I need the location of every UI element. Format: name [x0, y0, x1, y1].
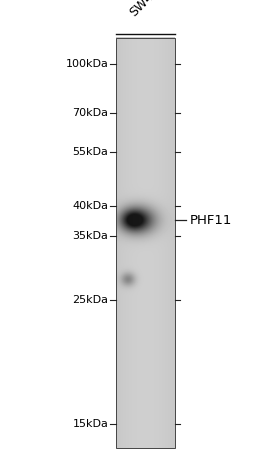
Text: PHF11: PHF11	[189, 214, 232, 227]
Text: 55kDa: 55kDa	[72, 146, 108, 157]
Text: SW480: SW480	[127, 0, 167, 19]
Text: 40kDa: 40kDa	[72, 201, 108, 211]
Text: 15kDa: 15kDa	[72, 419, 108, 429]
Text: 35kDa: 35kDa	[72, 230, 108, 241]
Text: 25kDa: 25kDa	[72, 294, 108, 305]
Text: 100kDa: 100kDa	[66, 59, 108, 69]
Text: 70kDa: 70kDa	[72, 108, 108, 118]
Bar	[116, 38, 175, 448]
